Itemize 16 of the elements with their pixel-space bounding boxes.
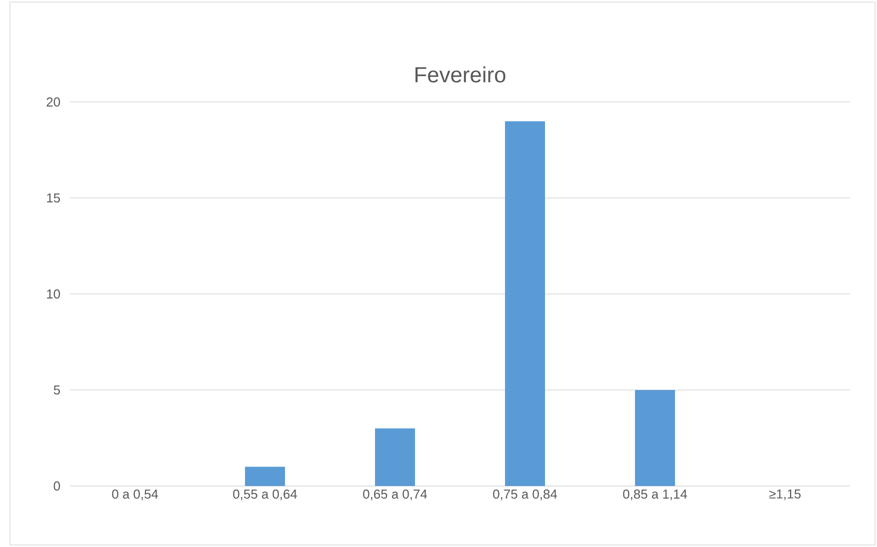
chart-title: Fevereiro [416,66,506,82]
x-tick-label: 0 a 0,54 [112,490,158,500]
x-tick-label: 0,55 a 0,64 [233,490,298,500]
y-tick-label: 15 [47,193,60,203]
x-tick-label: 0,85 a 1,14 [623,490,688,500]
bar [375,428,416,486]
bar [245,466,286,486]
x-tick-label: 0,75 a 0,84 [493,490,558,500]
x-tick-label: 0,65 a 0,74 [363,490,428,500]
y-tick-label: 0 [54,481,60,491]
x-tick-label: ≥1,15 [769,490,801,500]
bar [505,121,546,486]
y-tick-label: 5 [54,385,60,395]
y-tick-label: 10 [47,289,60,299]
bar [635,390,676,486]
y-tick-label: 20 [46,97,60,107]
